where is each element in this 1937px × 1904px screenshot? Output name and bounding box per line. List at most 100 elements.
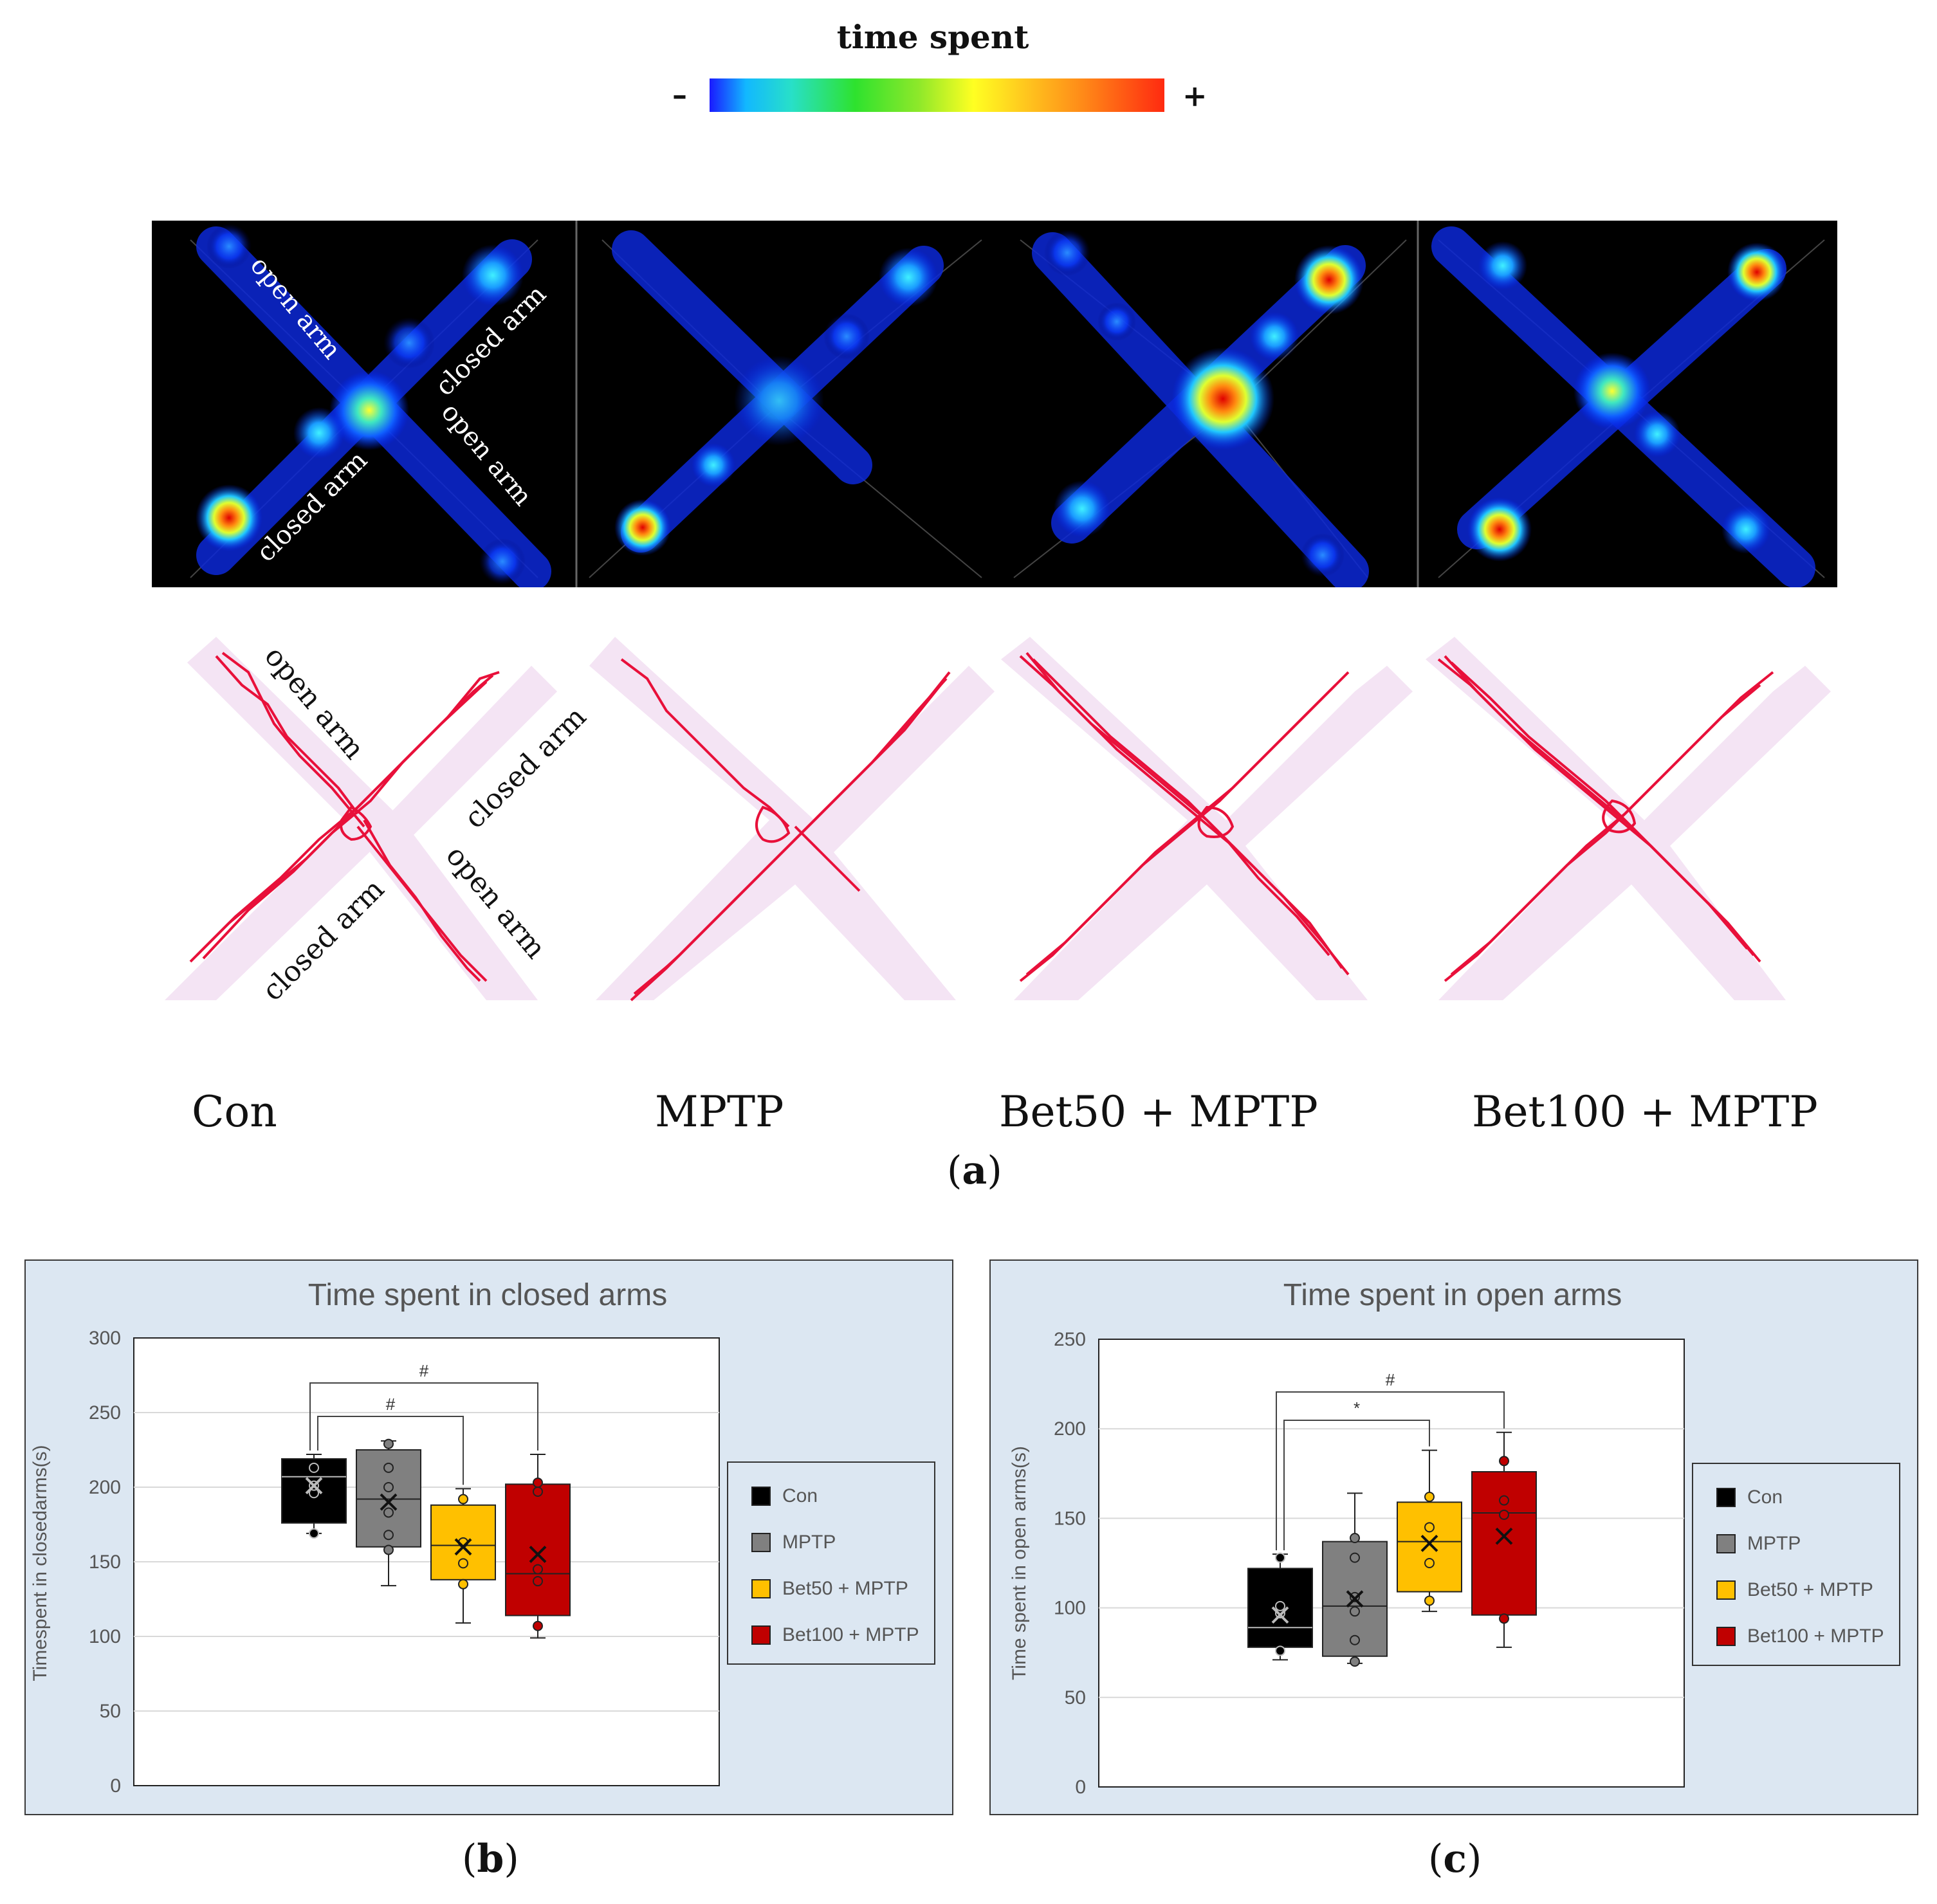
legend-closed-arms: Con MPTP Bet50 + MPTP Bet100 + MPTP [727, 1461, 935, 1665]
box-bet50-mptp [430, 1488, 496, 1624]
y-tick-label: 250 [89, 1402, 121, 1423]
data-point [1275, 1600, 1285, 1611]
data-point [383, 1462, 394, 1473]
box-bet100-mptp [1471, 1431, 1537, 1648]
data-point [1350, 1656, 1360, 1667]
y-tick-label: 100 [1054, 1598, 1086, 1619]
group-label-mptp: MPTP [655, 1087, 784, 1137]
box-bet100-mptp [505, 1453, 571, 1639]
data-point [533, 1486, 543, 1497]
data-point [383, 1438, 394, 1449]
box-body [1397, 1501, 1462, 1593]
data-point [383, 1482, 394, 1492]
box-con [1247, 1552, 1313, 1661]
legend-item-con: Con [1716, 1486, 1783, 1509]
box-body [505, 1483, 571, 1616]
data-point [458, 1494, 468, 1505]
data-point [1499, 1509, 1509, 1520]
panel-label-a: (a) [947, 1148, 1002, 1193]
legend-label-bet50: Bet50 + MPTP [1747, 1579, 1873, 1600]
heatmap-con [190, 224, 551, 587]
significance-bracket [1276, 1391, 1505, 1551]
group-label-bet50-mptp: Bet50 + MPTP [999, 1087, 1318, 1137]
data-point [383, 1507, 394, 1518]
data-point [533, 1576, 543, 1587]
legend-swatch-con [751, 1487, 771, 1506]
legend-swatch-bet100 [751, 1625, 771, 1645]
legend-open-arms: Con MPTP Bet50 + MPTP Bet100 + MPTP [1692, 1463, 1900, 1666]
chart-open-arms-title: Time spent in open arms [1283, 1278, 1622, 1312]
panel-label-b: (b) [462, 1836, 519, 1881]
legend-label-con: Con [782, 1485, 818, 1506]
chart-closed-arms: 0 50 100 150 200 250 300 # # [89, 1328, 720, 1797]
legend-label-bet100: Bet100 + MPTP [782, 1624, 919, 1645]
significance-bracket [309, 1382, 538, 1451]
heatmap-bet100-mptp [1431, 226, 1825, 587]
significance-label: * [1354, 1398, 1360, 1418]
colorbar-min-label: – [672, 77, 687, 112]
y-tick-label: 150 [1054, 1508, 1086, 1529]
legend-label-bet50: Bet50 + MPTP [782, 1578, 908, 1599]
y-tick-label: 100 [89, 1626, 121, 1647]
group-label-con: Con [192, 1087, 277, 1137]
chart-closed-arms-ylabel: Timespent in closedarms(s) [30, 1445, 51, 1681]
data-point [1350, 1634, 1360, 1645]
data-point [1350, 1552, 1360, 1563]
legend-item-mptp: MPTP [751, 1531, 836, 1554]
box-mptp [356, 1438, 421, 1587]
mean-marker [529, 1545, 547, 1563]
data-point [1499, 1495, 1509, 1506]
heatmap-row [152, 221, 1837, 587]
colorbar-gradient [710, 78, 1164, 112]
data-point [383, 1530, 394, 1541]
data-point [533, 1564, 543, 1575]
y-tick-label: 200 [89, 1477, 121, 1498]
significance-bracket [1283, 1420, 1430, 1551]
data-point [1275, 1552, 1285, 1563]
data-point [1424, 1522, 1435, 1533]
legend-item-mptp: MPTP [1716, 1532, 1801, 1555]
y-tick-label: 50 [100, 1701, 121, 1722]
data-point [383, 1544, 394, 1555]
data-point [458, 1558, 468, 1569]
heatmap-mptp [589, 230, 982, 578]
maze-outlines [165, 637, 1831, 1000]
data-point [1350, 1606, 1360, 1617]
data-point [1499, 1613, 1509, 1624]
data-point [1499, 1456, 1509, 1467]
legend-item-bet50: Bet50 + MPTP [1716, 1579, 1873, 1602]
mean-marker [380, 1493, 398, 1511]
mean-marker [1271, 1606, 1289, 1624]
significance-label: # [419, 1361, 429, 1380]
plot-area [1098, 1339, 1685, 1788]
panel-label-c: (c) [1428, 1836, 1482, 1881]
legend-swatch-bet50 [1716, 1580, 1736, 1600]
y-tick-label: 50 [1065, 1687, 1086, 1708]
mean-marker [305, 1477, 323, 1495]
data-point [1350, 1533, 1360, 1544]
significance-label: # [1386, 1370, 1395, 1389]
chart-closed-arms-title: Time spent in closed arms [308, 1278, 668, 1312]
heatmap-bet50-mptp [1013, 230, 1407, 587]
data-point [458, 1579, 468, 1589]
legend-swatch-con [1716, 1488, 1736, 1507]
y-tick-label: 300 [89, 1328, 121, 1349]
y-tick-label: 0 [110, 1775, 121, 1797]
legend-swatch-mptp [1716, 1534, 1736, 1553]
track-row [165, 637, 1831, 1002]
data-point [1275, 1645, 1285, 1656]
chart-open-arms: 0 50 100 150 200 250 # * [1054, 1329, 1685, 1798]
box-mptp [1322, 1492, 1388, 1667]
legend-item-con: Con [751, 1485, 818, 1508]
mean-marker [1346, 1590, 1364, 1608]
legend-swatch-bet50 [751, 1579, 771, 1598]
data-point [533, 1478, 543, 1488]
y-tick-label: 0 [1075, 1777, 1086, 1798]
chart-open-arms-ylabel: Time spent in open arms(s) [1009, 1446, 1030, 1681]
legend-item-bet100: Bet100 + MPTP [751, 1624, 919, 1647]
data-point [1424, 1491, 1435, 1502]
data-point [309, 1528, 319, 1539]
y-tick-label: 200 [1054, 1418, 1086, 1440]
box-bet50-mptp [1397, 1449, 1462, 1613]
mean-marker [454, 1538, 472, 1556]
